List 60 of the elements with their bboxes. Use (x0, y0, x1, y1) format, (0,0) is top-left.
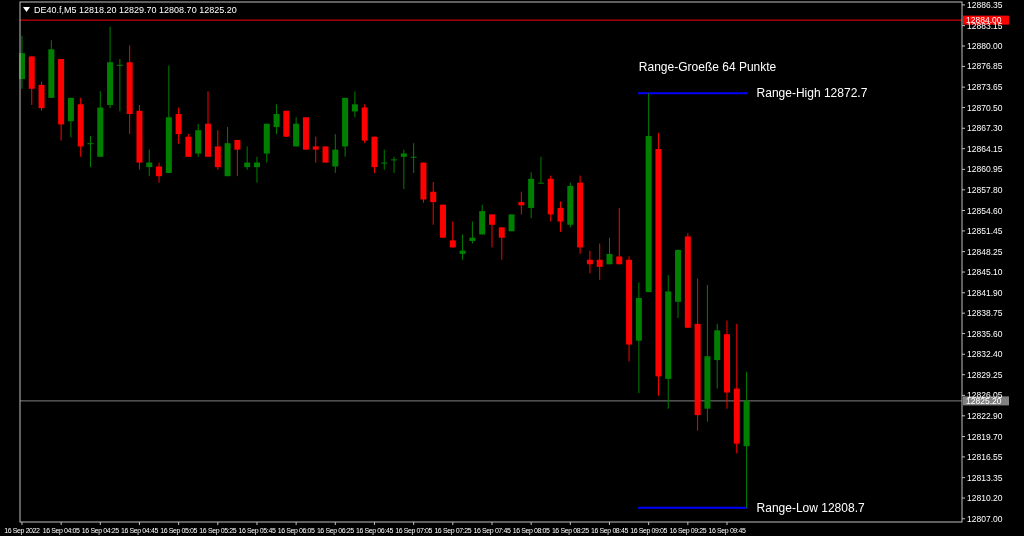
candlestick (400, 149, 407, 190)
y-tick-label: 12876.85 (967, 61, 1003, 72)
candlestick (195, 123, 202, 158)
candlestick (488, 213, 495, 248)
y-tick-label: 12813.35 (967, 472, 1003, 483)
candlestick (469, 221, 476, 245)
y-tick-label: 12867.30 (967, 123, 1003, 134)
y-tick-label: 12864.15 (967, 143, 1003, 154)
y-tick-label: 12829.25 (967, 369, 1003, 380)
series-label: Range-High 12872.7 (756, 86, 868, 101)
candlestick (381, 149, 388, 171)
candlestick (273, 103, 280, 135)
y-tick-label: 12816.55 (967, 451, 1003, 462)
candlestick (87, 135, 94, 168)
y-tick-label: 12870.50 (967, 102, 1003, 113)
y-tick-label: 12886.35 (967, 0, 1003, 10)
candlestick (38, 81, 45, 112)
y-tick-label: 12860.95 (967, 164, 1003, 175)
candlestick (351, 90, 358, 118)
y-tick-label: 12807.00 (967, 513, 1003, 524)
candlestick (312, 136, 319, 164)
y-tick-label: 12857.80 (967, 184, 1003, 195)
y-tick-label: 12822.90 (967, 410, 1003, 421)
candlestick (459, 233, 466, 261)
y-tick-label: 12880.00 (967, 41, 1003, 52)
candlestick (156, 162, 163, 184)
chart-title: DE40.f,M5 12818.20 12829.70 12808.70 12825.20 (34, 5, 237, 15)
y-tick-label: 12851.45 (967, 225, 1003, 236)
y-tick-label: 12835.60 (967, 328, 1003, 339)
candlestick (537, 156, 544, 184)
candlestick (479, 204, 486, 235)
candlestick (67, 97, 74, 138)
candlestick (498, 226, 505, 261)
y-tick-label: 12810.20 (967, 493, 1003, 504)
candlestick (410, 142, 417, 174)
candlestick (616, 207, 623, 265)
candlestick (596, 243, 603, 281)
y-tick-label: 12832.40 (967, 349, 1003, 360)
series-label: Range-Low 12808.7 (756, 500, 865, 515)
candlestick (606, 237, 613, 265)
y-tick-label: 12873.65 (967, 82, 1003, 93)
candlestick (557, 200, 564, 233)
y-tick-label: 12819.70 (967, 431, 1003, 442)
annotation: Range-Groeße 64 Punkte (638, 60, 777, 75)
candlestick (214, 129, 221, 171)
y-tick-label: 12845.10 (967, 267, 1003, 278)
candlestick (293, 116, 300, 147)
y-tick-label: 12854.60 (967, 205, 1003, 216)
candlestick (391, 156, 398, 174)
y-tick-label: 12838.75 (967, 308, 1003, 319)
candlestick (518, 191, 525, 215)
candlestick (116, 58, 123, 112)
candlestick (449, 221, 456, 248)
y-tick-label: 12848.25 (967, 246, 1003, 257)
candlestick (332, 133, 339, 174)
candlestick (430, 181, 437, 226)
candlestick (175, 107, 182, 145)
candlestick (234, 139, 241, 177)
candlestick (185, 133, 192, 158)
y-tick-label: 12841.90 (967, 287, 1003, 298)
